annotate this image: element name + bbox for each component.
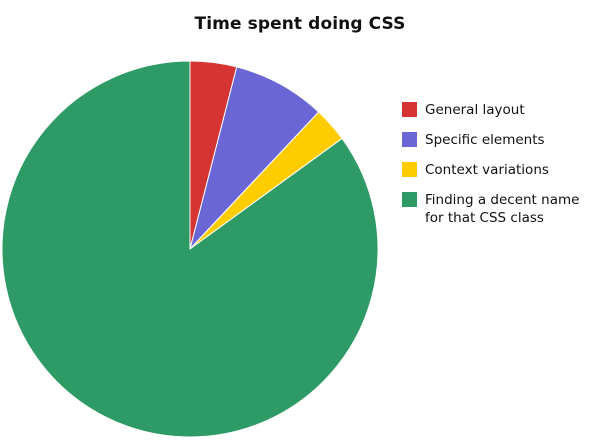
legend-swatch-3 (402, 192, 417, 207)
legend-label-0: General layout (425, 102, 525, 118)
pie-slices (1, 60, 379, 438)
pie-slice-1 (189, 66, 320, 250)
legend-item-1: Specific elements (402, 131, 598, 149)
legend-label-1: Specific elements (425, 132, 545, 148)
legend-swatch-0 (402, 102, 417, 117)
legend-item-2: Context variations (402, 161, 598, 179)
legend-swatch-1 (402, 132, 417, 147)
legend-swatch-2 (402, 162, 417, 177)
legend-item-3: Finding a decent name for that CSS class (402, 191, 598, 227)
legend-label-3: Finding a decent name for that CSS class (425, 192, 580, 226)
chart-title: Time spent doing CSS (194, 14, 406, 34)
pie-slice-3 (1, 60, 379, 438)
legend: General layout Specific elements Context v… (402, 101, 598, 239)
legend-item-0: General layout (402, 101, 598, 119)
legend-label-2: Context variations (425, 162, 549, 178)
